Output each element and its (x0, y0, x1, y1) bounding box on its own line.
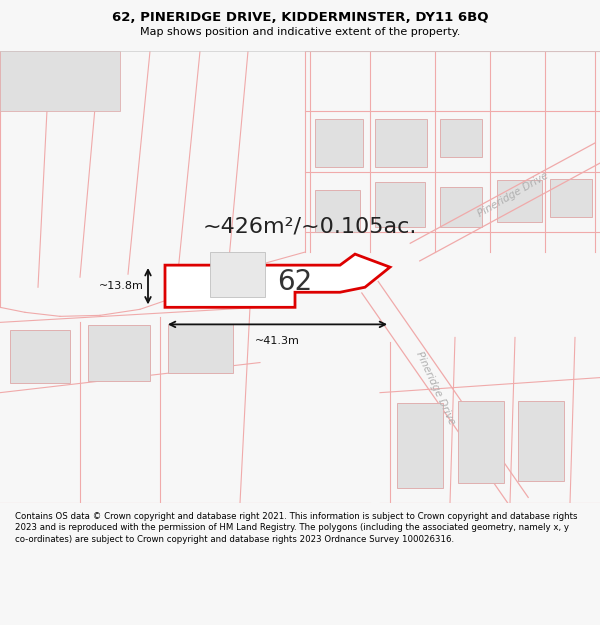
Bar (550, 179, 592, 217)
Polygon shape (0, 51, 120, 111)
Text: Map shows position and indicative extent of the property.: Map shows position and indicative extent… (140, 27, 460, 37)
Text: ~13.8m: ~13.8m (99, 281, 144, 291)
Bar (210, 252, 265, 298)
Bar (10, 331, 70, 382)
Bar (497, 180, 542, 222)
Bar (375, 182, 425, 227)
Bar (518, 401, 564, 481)
Text: ~41.3m: ~41.3m (255, 336, 300, 346)
Text: Contains OS data © Crown copyright and database right 2021. This information is : Contains OS data © Crown copyright and d… (15, 512, 577, 544)
Bar (440, 119, 482, 157)
Text: ~426m²/~0.105ac.: ~426m²/~0.105ac. (203, 217, 417, 237)
Bar (458, 401, 504, 483)
Polygon shape (165, 254, 390, 308)
Bar (397, 402, 443, 488)
Bar (315, 119, 363, 167)
Bar (315, 190, 360, 232)
Text: Pineridge Drive: Pineridge Drive (413, 349, 457, 426)
Bar (168, 324, 233, 372)
Text: 62: 62 (277, 268, 313, 296)
Bar (375, 119, 427, 167)
Text: Pineridge Drive: Pineridge Drive (476, 171, 550, 219)
Text: 62, PINERIDGE DRIVE, KIDDERMINSTER, DY11 6BQ: 62, PINERIDGE DRIVE, KIDDERMINSTER, DY11… (112, 11, 488, 24)
Bar (88, 326, 150, 381)
Bar (440, 187, 482, 227)
